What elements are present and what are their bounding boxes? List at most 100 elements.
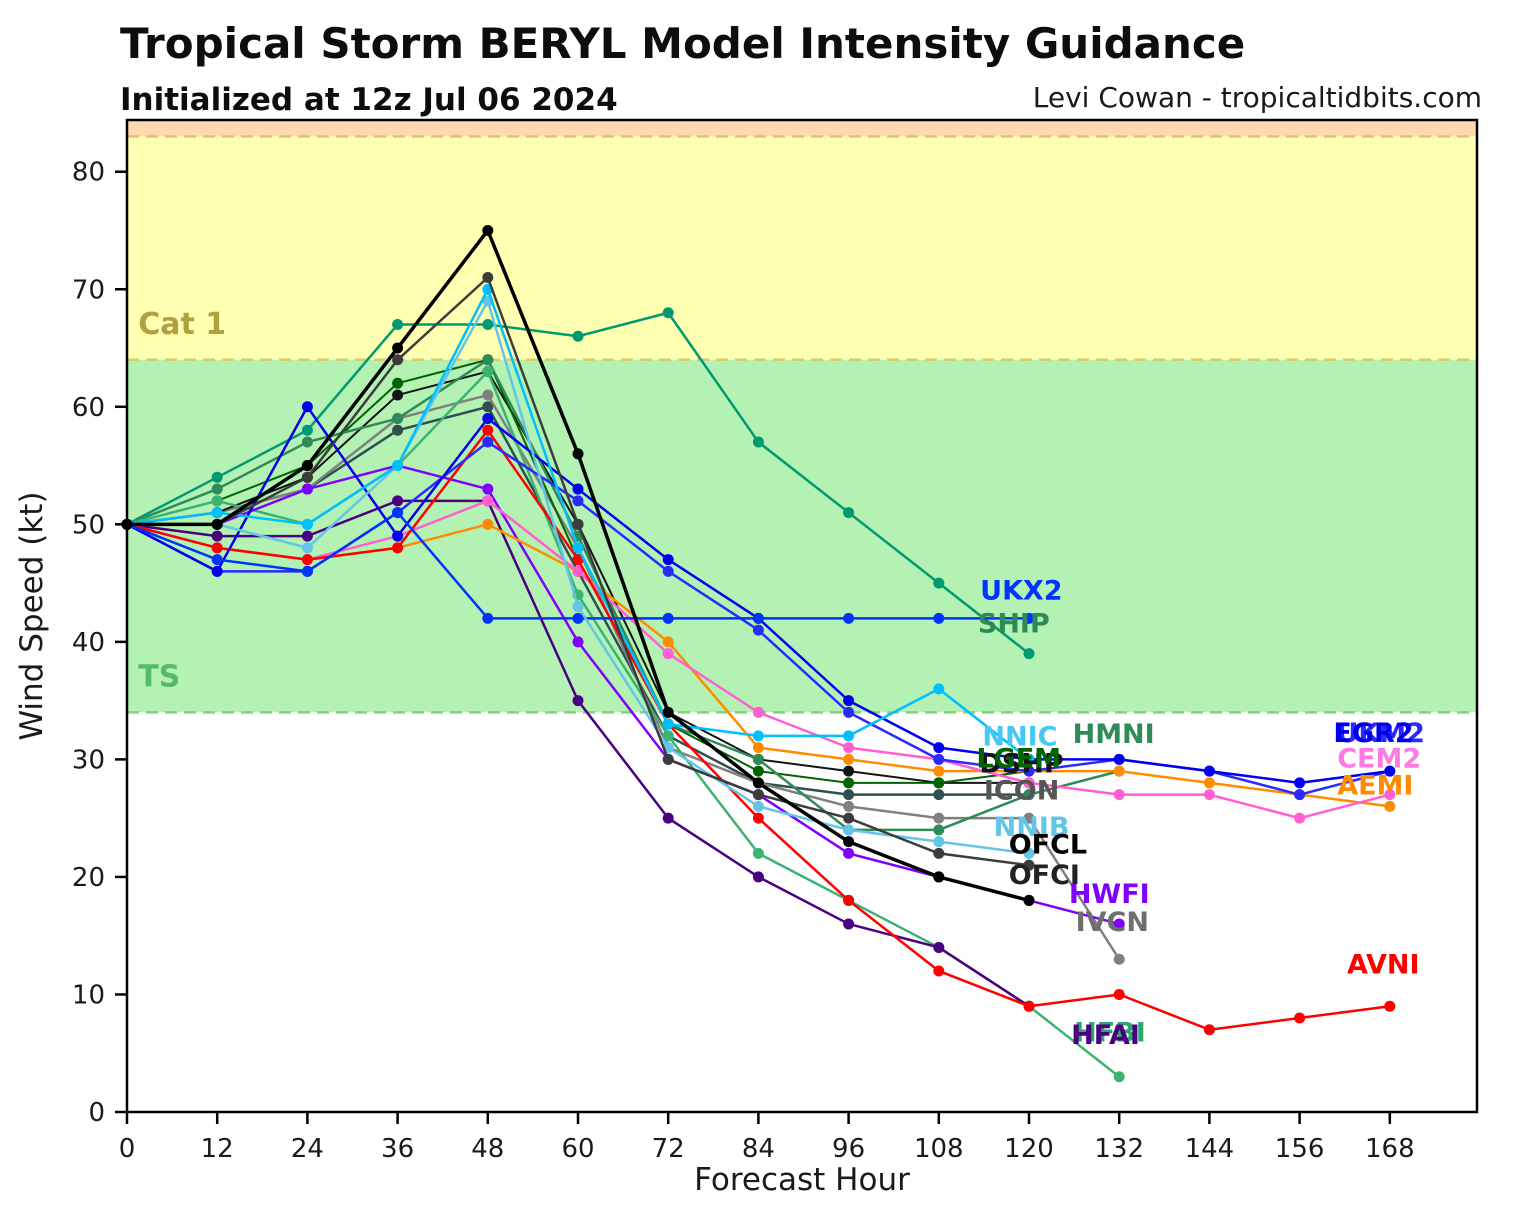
point-nnic-120h <box>1023 753 1035 765</box>
point-nnib-120h <box>1023 847 1035 859</box>
point-hfai-36h <box>392 495 404 507</box>
series-label-lgem: LGEM <box>976 744 1061 775</box>
point-nnic-12h <box>211 507 223 519</box>
point-avni-96h <box>843 894 855 906</box>
point-ship-84h <box>752 436 764 448</box>
series-nnic <box>121 283 1035 765</box>
series-label-aemi: AEMI <box>1337 771 1413 802</box>
point-ofci-24h <box>301 471 313 483</box>
x-tick-label-60: 60 <box>561 1134 594 1164</box>
point-ukx2-36h <box>392 507 404 519</box>
y-tick-label-10: 10 <box>72 980 105 1010</box>
point-ivcn-108h <box>933 812 945 824</box>
point-ship-96h <box>843 507 855 519</box>
point-icon-108h <box>933 789 945 801</box>
point-ship-60h <box>572 330 584 342</box>
point-dshp-36h <box>392 389 404 401</box>
series-label-dshp: DSHP <box>979 748 1063 779</box>
point-hfbi-132h <box>1113 1071 1125 1083</box>
point-ofcl-48h <box>482 224 494 236</box>
point-hfbi-48h <box>482 366 494 378</box>
series-label-egr2: EGR2 <box>1333 718 1413 749</box>
point-ivcn-132h <box>1113 953 1125 965</box>
point-egr2-132h <box>1113 753 1125 765</box>
point-ukm2-156h <box>1294 789 1306 801</box>
point-ofcl-72h <box>662 706 674 718</box>
point-ofcl-108h <box>933 871 945 883</box>
series-ukx2 <box>121 507 1035 624</box>
point-ukm2-120h <box>1023 765 1035 777</box>
series-label-hwfi: HWFI <box>1069 879 1150 910</box>
point-cem2-168h <box>1384 789 1396 801</box>
y-tick-label-20: 20 <box>72 863 105 893</box>
point-egr2-72h <box>662 554 674 566</box>
series-label-cem2: CEM2 <box>1337 744 1421 775</box>
point-ukx2-24h <box>301 565 313 577</box>
point-ship-24h <box>301 424 313 436</box>
point-cem2-156h <box>1294 812 1306 824</box>
point-hfai-108h <box>933 941 945 953</box>
point-hwfi-48h <box>482 483 494 495</box>
point-ofcl-84h <box>752 777 764 789</box>
point-ukm2-84h <box>752 624 764 636</box>
zone-label-ts: TS <box>138 660 180 695</box>
series-label-avni: AVNI <box>1347 949 1420 980</box>
point-hmni-24h <box>301 436 313 448</box>
point-lgem-84h <box>752 765 764 777</box>
point-aemi-168h <box>1384 800 1396 812</box>
point-ukm2-96h <box>843 706 855 718</box>
point-nnib-96h <box>843 824 855 836</box>
series-label-hfai: HFAI <box>1071 1020 1140 1051</box>
point-ofci-120h <box>1023 859 1035 871</box>
point-ship-120h <box>1023 648 1035 660</box>
point-ukx2-12h <box>211 554 223 566</box>
point-lgem-36h <box>392 377 404 389</box>
point-hfai-96h <box>843 918 855 930</box>
point-egr2-144h <box>1203 765 1215 777</box>
point-ship-48h <box>482 319 494 331</box>
series-label-ofcl: OFCL <box>1009 829 1087 860</box>
point-cem2-60h <box>572 565 584 577</box>
series-label-icon: ICON <box>984 775 1059 806</box>
point-avni-36h <box>392 542 404 554</box>
point-ship-36h <box>392 319 404 331</box>
x-tick-label-84: 84 <box>742 1134 775 1164</box>
point-egr2-156h <box>1294 777 1306 789</box>
point-hfai-60h <box>572 695 584 707</box>
point-aemi-72h <box>662 636 674 648</box>
point-egr2-48h <box>482 413 494 425</box>
point-egr2-96h <box>843 695 855 707</box>
point-egr2-168h <box>1384 765 1396 777</box>
point-aemi-84h <box>752 742 764 754</box>
storm-category-bands <box>127 120 1477 1112</box>
point-egr2-36h <box>392 530 404 542</box>
chart-subtitle-init-time: Initialized at 12z Jul 06 2024 <box>120 82 618 118</box>
cat1-zone <box>127 136 1477 360</box>
point-cem2-48h <box>482 495 494 507</box>
point-ukm2-60h <box>572 495 584 507</box>
point-avni-84h <box>752 812 764 824</box>
point-ivcn-96h <box>843 800 855 812</box>
point-nnib-60h <box>572 601 584 613</box>
point-ukx2-108h <box>933 612 945 624</box>
point-ukx2-60h <box>572 612 584 624</box>
point-egr2-108h <box>933 742 945 754</box>
point-egr2-24h <box>301 401 313 413</box>
cat2-zone <box>127 120 1477 137</box>
point-cem2-84h <box>752 706 764 718</box>
point-aemi-96h <box>843 753 855 765</box>
x-tick-label-156: 156 <box>1275 1134 1325 1164</box>
x-tick-label-72: 72 <box>652 1134 685 1164</box>
point-hmni-84h <box>752 753 764 765</box>
point-aemi-48h <box>482 518 494 530</box>
point-ukm2-72h <box>662 565 674 577</box>
point-ofci-96h <box>843 812 855 824</box>
category-threshold-lines: Cat 1 TS <box>127 135 1477 714</box>
point-ivcn-120h <box>1023 812 1035 824</box>
point-nnic-36h <box>392 460 404 472</box>
series-label-ship: SHIP <box>978 608 1050 639</box>
point-ofcl-120h <box>1023 894 1035 906</box>
point-hwfi-60h <box>572 636 584 648</box>
credit-text: Levi Cowan - tropicaltidbits.com <box>1033 81 1482 114</box>
